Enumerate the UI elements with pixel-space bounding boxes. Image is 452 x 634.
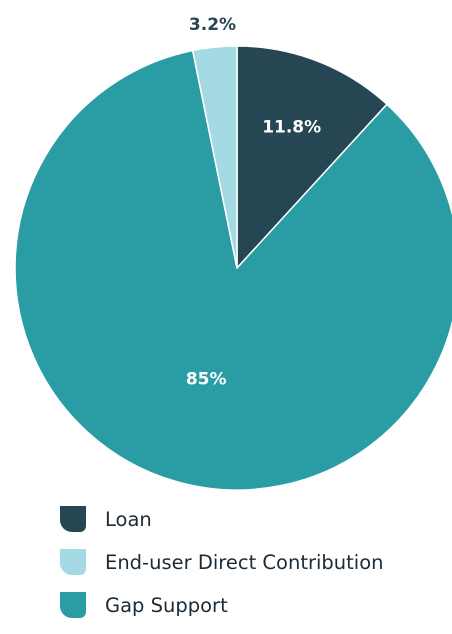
legend-swatch-end-user-direct-contribution: [60, 549, 86, 575]
chart-legend: Loan End-user Direct Contribution Gap Su…: [60, 505, 383, 634]
slice-label-end-user-direct-contribution: 3.2%: [189, 15, 236, 35]
pie-slice-end-user-direct-contribution: [191, 45, 238, 269]
pie-slice-gap-support: [14, 49, 452, 491]
legend-label-gap-support: Gap Support: [105, 593, 228, 617]
legend-item-gap-support: Gap Support: [60, 591, 383, 619]
legend-label-end-user-direct-contribution: End-user Direct Contribution: [105, 550, 384, 574]
pie-slice-loan: [236, 45, 388, 269]
slice-label-loan: 11.8%: [262, 117, 321, 137]
pie-chart: 11.8% 85% 3.2%: [14, 15, 452, 491]
legend-swatch-gap-support: [60, 592, 86, 618]
legend-swatch-loan: [60, 506, 86, 532]
legend-item-end-user-direct-contribution: End-user Direct Contribution: [60, 548, 383, 576]
slice-label-gap-support: 85%: [186, 369, 227, 389]
legend-label-loan: Loan: [105, 507, 152, 531]
legend-item-loan: Loan: [60, 505, 383, 533]
